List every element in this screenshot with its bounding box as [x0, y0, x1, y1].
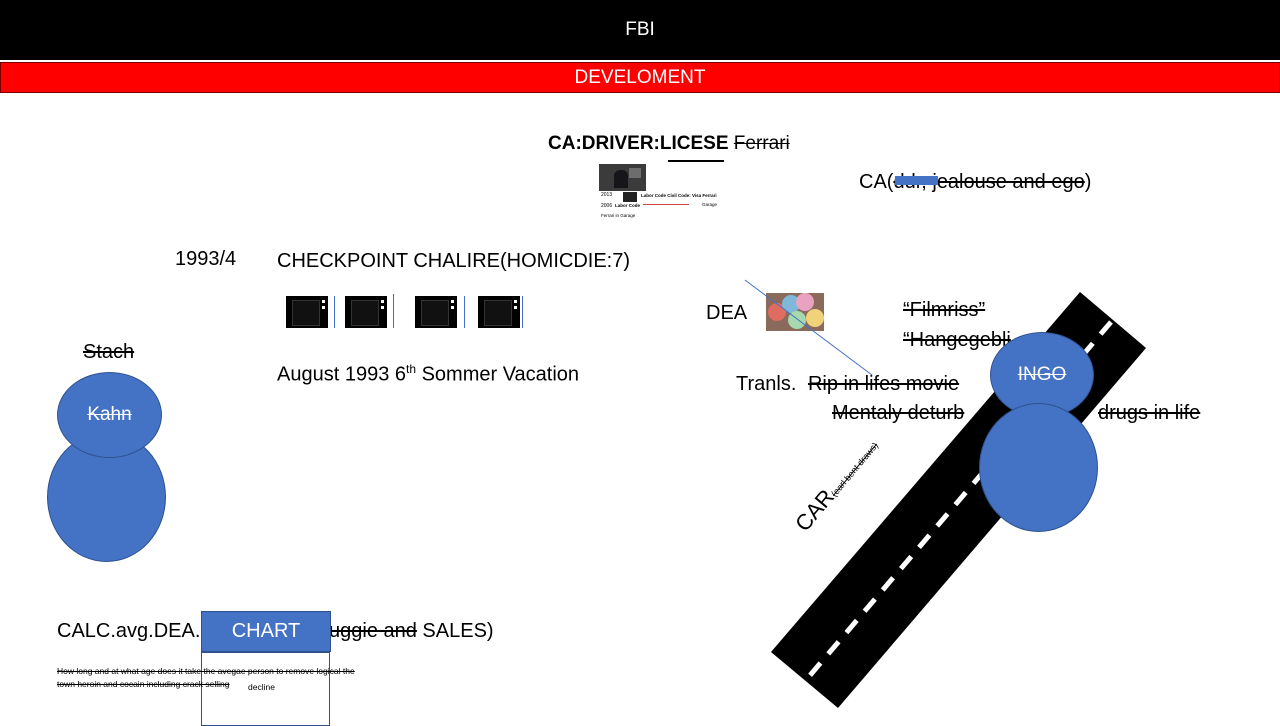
thumb-year2: 2006: [601, 203, 613, 209]
license-label: CA:DRIVER:LICESE: [548, 133, 729, 154]
thumb-red-line: [643, 204, 689, 205]
redaction-mark: [895, 176, 938, 185]
thumb-small-photo: [623, 192, 637, 202]
chart-button[interactable]: CHART: [201, 611, 331, 652]
thumb-garage: Garage: [702, 202, 718, 207]
translation-struck2: Mentaly deturb: [832, 402, 965, 424]
ca-prefix: CA(: [859, 171, 894, 193]
subtitle-bar: DEVELOMENT: [0, 62, 1280, 93]
film-frame-icon: [286, 296, 328, 328]
stach-label: Stach: [83, 341, 135, 363]
height-arrow-icon: [464, 296, 465, 328]
thumb-line1: Labor Code Civil Code: Visa Ferrari: [641, 193, 717, 198]
translation-label: Tranls.: [736, 373, 797, 395]
height-arrow-icon: [393, 294, 394, 328]
thumb-footer: Ferrari in Garage: [601, 213, 636, 218]
pills-image: [766, 293, 824, 331]
note-line1: How long and at what age does it take th…: [57, 666, 355, 676]
quote-filmriss: “Filmriss”: [903, 299, 986, 321]
film-frame-icon: [345, 296, 387, 328]
august-line: August 1993 6th Sommer Vacation: [277, 362, 579, 387]
body-circle-right: [979, 403, 1098, 532]
license-underline: [668, 160, 724, 162]
film-frame-icon: [415, 296, 457, 328]
calc-rest: uggie and SALES): [329, 620, 494, 643]
ingo-label: INGO: [1017, 364, 1067, 385]
dea-label: DEA: [706, 302, 748, 324]
license-line: CA:DRIVER:LICESE Ferrari: [548, 133, 790, 155]
page-subtitle: DEVELOMENT: [574, 66, 706, 88]
translation-struck1: Rip in lifes movie: [807, 373, 960, 395]
license-struck: Ferrari: [733, 133, 790, 154]
translation-line: Tranls. Rip in lifes movie: [736, 373, 959, 396]
kahn-label: Kahn: [87, 404, 132, 425]
checkpoint-title: CHECKPOINT CHALIRE(HOMICDIE:7): [277, 250, 631, 272]
calc-prefix: CALC.avg.DEA.: [57, 620, 201, 642]
title-bar: FBI: [0, 0, 1280, 60]
thumbnail-photo: [599, 164, 646, 191]
august-text: August 1993 6: [277, 363, 406, 386]
calc-struck: uggie and: [329, 620, 417, 642]
chart-button-label: CHART: [231, 620, 301, 642]
film-frame-icon: [478, 296, 520, 328]
calc-suffix: SALES): [416, 620, 494, 642]
note-line2: town heroin and cocain including crack s…: [57, 679, 230, 689]
year-label: 1993/4: [175, 248, 237, 270]
connector-line: [744, 279, 873, 376]
height-arrow-icon: [334, 296, 335, 328]
document-thumbnail: 2013 Labor Code Civil Code: Visa Ferrari…: [599, 162, 725, 220]
ca-struck: ddr, jealouse and ego: [893, 171, 1085, 193]
quote-hangegebli: “Hangegebli: [903, 329, 1011, 351]
kahn-circle: Kahn: [57, 372, 162, 458]
page-title: FBI: [625, 19, 655, 40]
ca-jealous-line: CA(ddr, jealouse and ego): [859, 171, 1091, 194]
thumb-line2: Labor Code: [615, 203, 641, 208]
thumb-year1: 2013: [601, 192, 613, 198]
height-arrow-icon: [522, 296, 523, 328]
august-rest: Sommer Vacation: [416, 363, 580, 386]
translation-struck3: drugs in life: [1098, 402, 1201, 424]
chart-box: [201, 652, 330, 726]
note-decline: decline: [248, 682, 275, 692]
august-sup: th: [406, 362, 417, 376]
ca-suffix: ): [1084, 171, 1092, 193]
